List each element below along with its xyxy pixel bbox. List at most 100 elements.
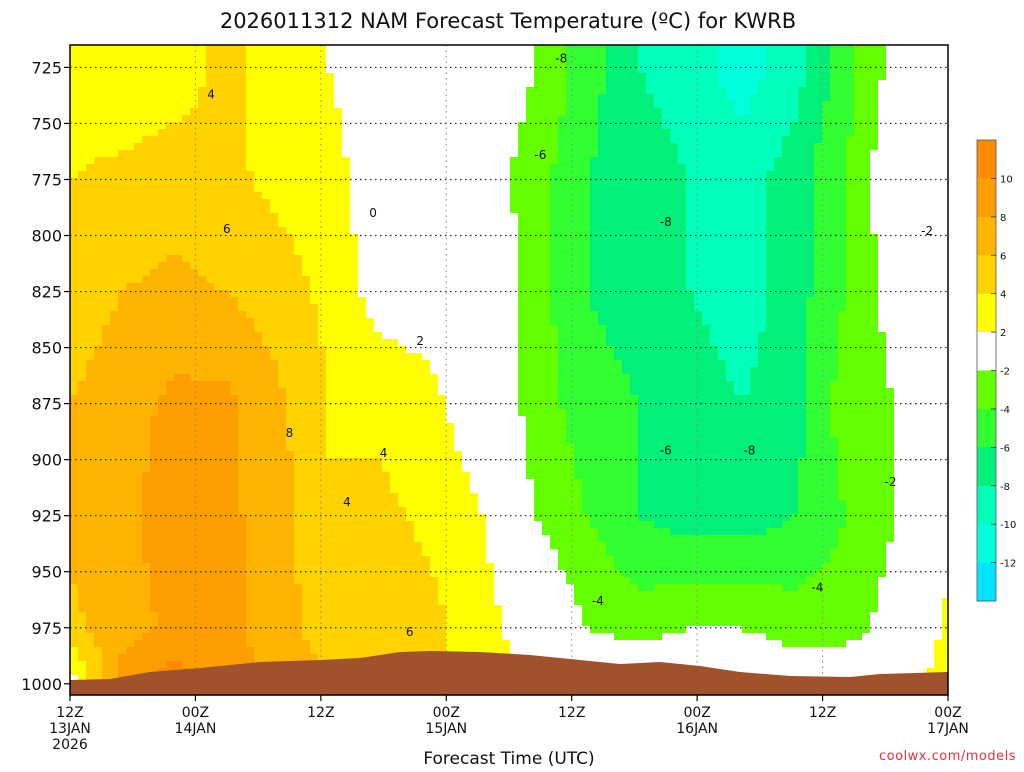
temperature-cell <box>862 339 871 347</box>
temperature-cell <box>758 87 767 95</box>
temperature-cell <box>774 178 783 186</box>
temperature-cell <box>326 241 335 249</box>
temperature-cell <box>150 129 159 137</box>
temperature-cell <box>246 122 255 130</box>
temperature-cell <box>798 248 807 256</box>
temperature-cell <box>182 360 191 368</box>
temperature-cell <box>574 157 583 165</box>
temperature-cell <box>382 360 391 368</box>
temperature-cell <box>670 178 679 186</box>
temperature-cell <box>750 129 759 137</box>
temperature-cell <box>502 325 511 333</box>
temperature-cell <box>166 94 175 102</box>
temperature-cell <box>278 353 287 361</box>
temperature-cell <box>934 290 943 298</box>
temperature-cell <box>870 59 879 67</box>
temperature-cell <box>118 213 127 221</box>
temperature-cell <box>182 115 191 123</box>
temperature-cell <box>782 122 791 130</box>
temperature-cell <box>214 255 223 263</box>
temperature-cell <box>934 94 943 102</box>
temperature-cell <box>822 290 831 298</box>
temperature-cell <box>342 178 351 186</box>
temperature-cell <box>518 80 527 88</box>
temperature-cell <box>230 297 239 305</box>
temperature-cell <box>366 80 375 88</box>
temperature-cell <box>222 213 231 221</box>
temperature-cell <box>918 213 927 221</box>
temperature-cell <box>478 66 487 74</box>
temperature-cell <box>734 73 743 81</box>
temperature-cell <box>718 213 727 221</box>
temperature-cell <box>326 52 335 60</box>
temperature-cell <box>830 262 839 270</box>
temperature-cell <box>174 143 183 151</box>
temperature-cell <box>374 59 383 67</box>
temperature-cell <box>598 129 607 137</box>
temperature-cell <box>814 318 823 326</box>
temperature-cell <box>262 220 271 228</box>
temperature-cell <box>918 150 927 158</box>
temperature-cell <box>806 227 815 235</box>
temperature-cell <box>342 227 351 235</box>
temperature-cell <box>582 59 591 67</box>
temperature-cell <box>430 80 439 88</box>
temperature-cell <box>758 297 767 305</box>
temperature-cell <box>270 73 279 81</box>
temperature-cell <box>238 115 247 123</box>
temperature-cell <box>502 276 511 284</box>
temperature-cell <box>566 108 575 116</box>
temperature-cell <box>942 101 949 109</box>
temperature-cell <box>614 276 623 284</box>
temperature-cell <box>150 185 159 193</box>
temperature-cell <box>86 52 95 60</box>
temperature-cell <box>358 311 367 319</box>
temperature-cell <box>358 143 367 151</box>
temperature-cell <box>278 185 287 193</box>
temperature-cell <box>134 185 143 193</box>
temperature-cell <box>206 290 215 298</box>
temperature-cell <box>918 94 927 102</box>
temperature-cell <box>142 248 151 256</box>
temperature-cell <box>694 73 703 81</box>
temperature-cell <box>742 101 751 109</box>
temperature-cell <box>638 178 647 186</box>
temperature-cell <box>174 339 183 347</box>
temperature-cell <box>382 332 391 340</box>
temperature-cell <box>870 136 879 144</box>
temperature-cell <box>830 241 839 249</box>
temperature-cell <box>446 346 455 354</box>
temperature-cell <box>510 171 519 179</box>
temperature-cell <box>182 297 191 305</box>
temperature-cell <box>590 227 599 235</box>
temperature-cell <box>254 122 263 130</box>
temperature-cell <box>686 346 695 354</box>
temperature-cell <box>742 108 751 116</box>
temperature-cell <box>86 220 95 228</box>
temperature-cell <box>182 52 191 60</box>
temperature-cell <box>310 283 319 291</box>
temperature-cell <box>846 115 855 123</box>
temperature-cell <box>398 185 407 193</box>
temperature-cell <box>70 353 79 361</box>
temperature-cell <box>286 185 295 193</box>
temperature-cell <box>310 52 319 60</box>
temperature-cell <box>750 101 759 109</box>
temperature-cell <box>350 346 359 354</box>
temperature-cell <box>710 164 719 172</box>
temperature-cell <box>230 122 239 130</box>
temperature-cell <box>462 262 471 270</box>
temperature-cell <box>662 129 671 137</box>
temperature-cell <box>414 339 423 347</box>
temperature-cell <box>150 325 159 333</box>
temperature-cell <box>678 346 687 354</box>
temperature-cell <box>694 52 703 60</box>
temperature-cell <box>470 115 479 123</box>
temperature-cell <box>670 227 679 235</box>
temperature-cell <box>342 339 351 347</box>
temperature-cell <box>710 353 719 361</box>
temperature-cell <box>382 73 391 81</box>
temperature-cell <box>534 59 543 67</box>
temperature-cell <box>846 150 855 158</box>
temperature-cell <box>478 94 487 102</box>
